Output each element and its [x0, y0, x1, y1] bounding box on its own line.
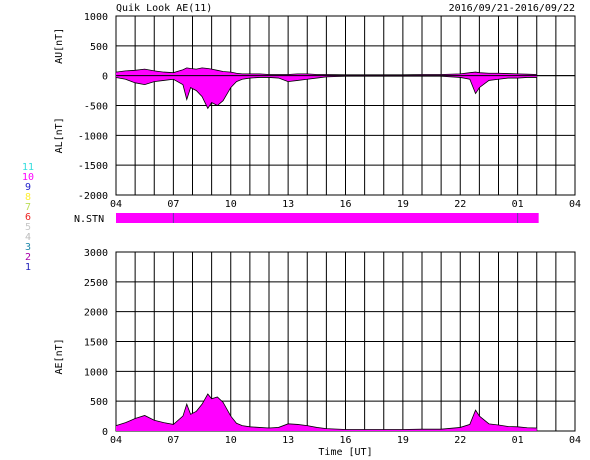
y-tick-label: -2000	[78, 191, 108, 202]
y-tick-label: 2000	[84, 308, 108, 319]
legend-item-11: 11	[21, 162, 35, 173]
y-tick-label: 2500	[84, 278, 108, 289]
y-tick-label: 1500	[84, 338, 108, 349]
x-axis-label: Time [UT]	[318, 447, 372, 458]
chart-title: Quik Look AE(11)	[116, 3, 212, 14]
y-tick-label: 1000	[84, 367, 108, 378]
x-tick-label: 07	[167, 435, 179, 446]
legend-item-4: 4	[24, 232, 32, 243]
y-axis-label: AL[nT]	[54, 117, 65, 153]
x-tick-label: 22	[454, 199, 466, 210]
legend-item-8: 8	[24, 192, 32, 203]
legend-item-10: 10	[21, 172, 35, 183]
series-area-au	[116, 67, 537, 76]
x-tick-label: 19	[397, 199, 409, 210]
x-tick-label: 13	[282, 199, 294, 210]
x-tick-label: 16	[339, 435, 351, 446]
legend-item-3: 3	[24, 242, 32, 253]
legend-item-5: 5	[24, 222, 32, 233]
y-tick-label: 500	[90, 397, 108, 408]
station-bar-label: N.STN	[74, 214, 104, 225]
y-tick-label: 3000	[84, 248, 108, 259]
y-axis-label: AU[nT]	[54, 28, 65, 64]
legend-item-9: 9	[24, 182, 32, 193]
legend-item-7: 7	[24, 202, 32, 213]
x-tick-label: 22	[454, 435, 466, 446]
x-tick-label: 01	[512, 435, 524, 446]
legend-item-1: 1	[24, 262, 32, 273]
x-tick-label: 10	[225, 435, 237, 446]
series-line-ae	[115, 393, 537, 430]
legend-item-6: 6	[24, 212, 32, 223]
y-tick-label: -500	[84, 102, 108, 113]
series-area-ae	[116, 394, 537, 431]
x-tick-label: 07	[167, 199, 179, 210]
y-axis-label: AE[nT]	[54, 338, 65, 374]
x-tick-label: 10	[225, 199, 237, 210]
y-tick-label: -1000	[78, 131, 108, 142]
x-tick-label: 04	[110, 435, 122, 446]
station-bar	[116, 213, 539, 223]
date-range: 2016/09/21-2016/09/22	[449, 3, 575, 14]
station-legend: 11 10 9 8 7 6 5 4 3 2 1	[20, 163, 36, 273]
x-tick-label: 04	[569, 199, 581, 210]
series-area-al	[116, 75, 537, 109]
y-tick-label: 0	[102, 72, 108, 83]
y-tick-label: -1500	[78, 161, 108, 172]
series-line-au	[115, 67, 537, 76]
y-tick-label: 500	[90, 42, 108, 53]
y-tick-label: 1000	[84, 12, 108, 23]
x-tick-label: 16	[339, 199, 351, 210]
series-line-al	[115, 75, 537, 110]
plot-frame	[115, 15, 576, 196]
legend-item-2: 2	[24, 252, 32, 263]
x-tick-label: 19	[397, 435, 409, 446]
x-tick-label: 04	[110, 199, 122, 210]
x-tick-label: 13	[282, 435, 294, 446]
x-tick-label: 04	[569, 435, 581, 446]
y-tick-label: 0	[102, 427, 108, 438]
station-bar-ticks	[172, 213, 519, 223]
x-tick-label: 01	[512, 199, 524, 210]
